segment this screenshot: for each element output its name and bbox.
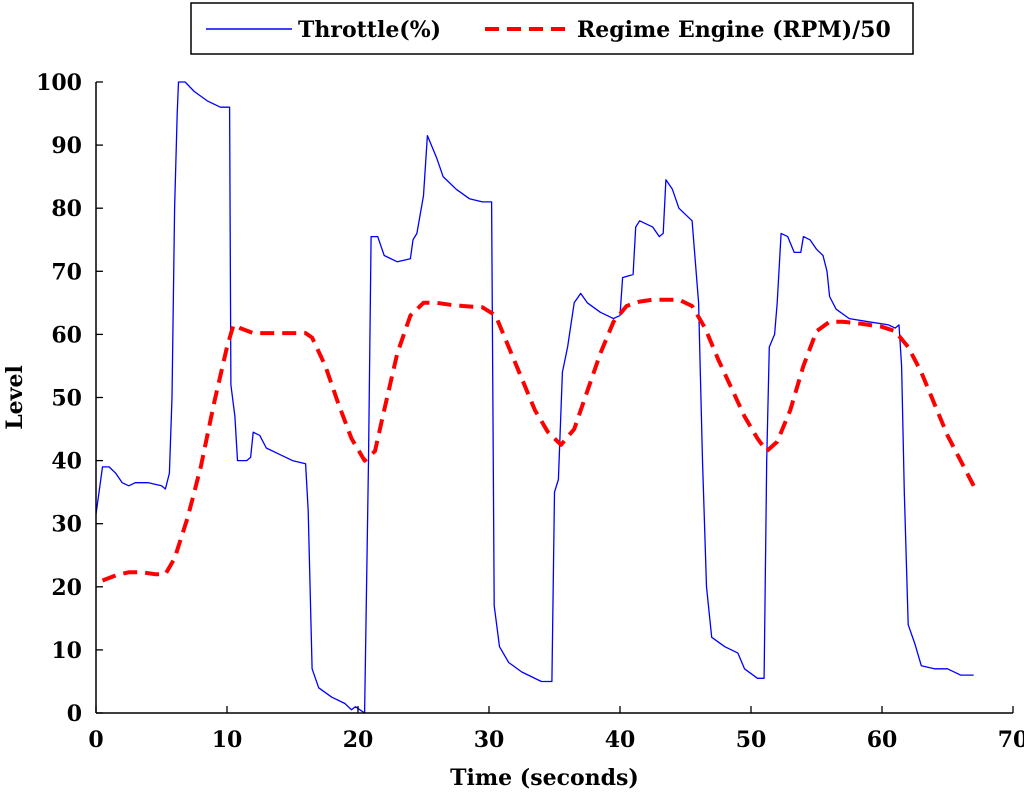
series-line-throttle — [95, 81, 974, 714]
x-tick-label: 30 — [474, 727, 505, 753]
y-tick-label: 80 — [51, 196, 82, 222]
x-tick-label: 10 — [212, 727, 243, 753]
series-layer — [95, 81, 976, 714]
legend-entry-engine-rpm: Regime Engine (RPM)/50 — [577, 17, 891, 43]
y-tick-label: 30 — [51, 512, 82, 538]
y-tick-label: 40 — [51, 449, 82, 475]
y-tick-label: 20 — [51, 575, 82, 601]
x-tick-label: 20 — [343, 727, 374, 753]
y-axis-label: Level — [2, 365, 28, 430]
x-tick-label: 40 — [605, 727, 636, 753]
y-tick-label: 100 — [36, 70, 82, 96]
x-tick-label: 60 — [867, 727, 898, 753]
series-line-engine-rpm — [101, 297, 976, 583]
legend: Throttle(%) Regime Engine (RPM)/50 — [190, 2, 914, 55]
y-tick-label: 50 — [51, 386, 82, 412]
x-tick-label: 0 — [88, 727, 103, 753]
y-tick-label: 70 — [51, 259, 82, 285]
ticks-layer: 0 10 20 30 40 50 60 70 0 10 20 30 40 50 60 70 80 90 100 — [36, 70, 1024, 753]
y-tick-label: 10 — [51, 638, 82, 664]
legend-entry-throttle: Throttle(%) — [298, 17, 441, 43]
y-tick-label: 0 — [67, 701, 82, 727]
y-tick-label: 90 — [51, 133, 82, 159]
y-tick-label: 60 — [51, 322, 82, 348]
plot-area — [96, 82, 1013, 713]
x-tick-label: 70 — [998, 727, 1024, 753]
x-axis-label: Time (seconds) — [450, 765, 639, 791]
x-tick-label: 50 — [736, 727, 767, 753]
